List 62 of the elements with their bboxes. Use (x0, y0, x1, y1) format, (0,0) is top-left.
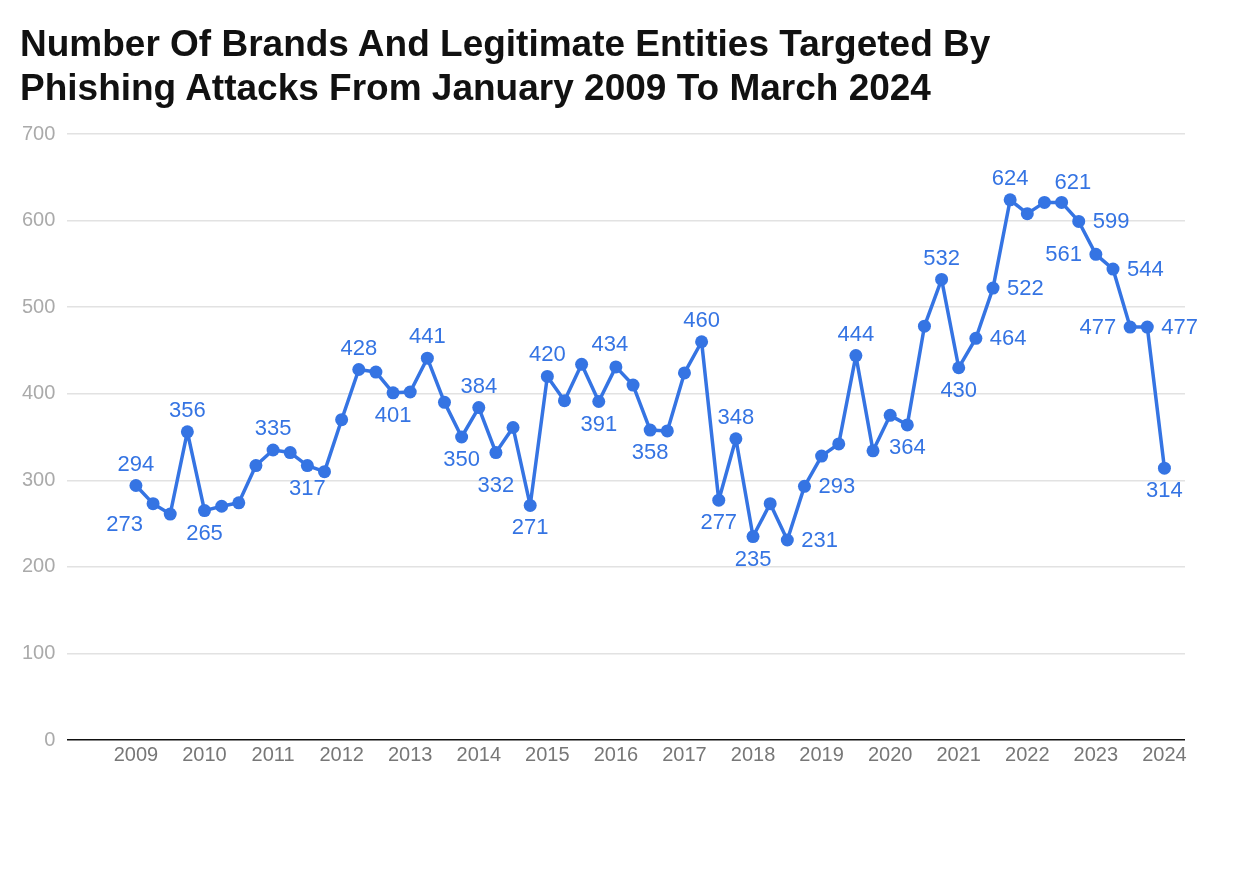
data-label: 391 (580, 410, 618, 436)
data-label: 314 (1146, 477, 1183, 503)
x-tick-label: 2022 (1005, 742, 1050, 765)
data-label: 358 (631, 439, 669, 465)
data-label: 532 (923, 244, 960, 270)
data-label: 317 (289, 474, 326, 500)
data-label: 599 (1092, 208, 1130, 234)
data-label: 477 (1161, 314, 1199, 340)
data-label: 561 (1045, 241, 1082, 267)
data-label: 273 (106, 510, 144, 536)
x-tick-label: 2016 (593, 742, 639, 765)
data-label: 384 (460, 372, 498, 398)
x-tick-label: 2024 (1142, 742, 1187, 765)
data-label: 265 (186, 519, 223, 545)
data-label: 401 (374, 401, 412, 427)
y-tick-label: 400 (21, 381, 56, 404)
data-label: 430 (940, 376, 978, 402)
x-tick-label: 2009 (113, 742, 159, 765)
data-label: 335 (254, 415, 292, 441)
data-label: 460 (683, 306, 720, 332)
data-label: 271 (511, 514, 549, 540)
x-tick-label: 2017 (662, 742, 707, 765)
x-tick-label: 2014 (456, 742, 502, 765)
data-label: 621 (1054, 169, 1092, 195)
data-label: 348 (717, 403, 755, 429)
y-tick-label: 200 (21, 554, 56, 577)
y-tick-label: 600 (21, 208, 56, 231)
chart-title: Number Of Brands And Legitimate Entities Targeted By Phishing Attacks From January 2009 To March 2024 (19, 22, 992, 110)
x-tick-label: 2010 (182, 742, 227, 765)
data-label: 293 (818, 473, 856, 499)
x-tick-label: 2019 (799, 742, 844, 765)
data-label: 231 (801, 527, 839, 553)
y-tick-label: 0 (44, 727, 56, 750)
data-label: 624 (991, 164, 1029, 190)
x-tick-label: 2013 (387, 742, 433, 765)
data-label: 356 (169, 396, 206, 422)
data-label: 544 (1127, 256, 1164, 282)
data-label: 277 (700, 509, 738, 535)
data-label: 464 (989, 325, 1027, 351)
data-label: 294 (117, 450, 155, 476)
y-tick-label: 300 (21, 467, 56, 490)
data-label: 522 (1007, 275, 1044, 301)
data-label: 332 (477, 471, 515, 497)
x-tick-label: 2018 (730, 742, 776, 765)
y-tick-label: 700 (21, 121, 56, 144)
data-label: 444 (837, 320, 875, 346)
data-label: 350 (443, 446, 480, 472)
x-tick-label: 2020 (867, 742, 913, 765)
data-label: 235 (734, 545, 772, 571)
data-label: 477 (1079, 314, 1117, 340)
x-tick-label: 2011 (251, 742, 295, 765)
x-tick-label: 2012 (319, 742, 364, 765)
data-label: 428 (340, 334, 378, 360)
data-label: 364 (888, 433, 926, 459)
data-label: 420 (528, 341, 566, 367)
y-tick-label: 500 (21, 294, 56, 317)
x-tick-label: 2021 (936, 742, 981, 765)
data-label: 441 (408, 323, 446, 349)
x-tick-label: 2015 (525, 742, 570, 765)
data-label: 434 (591, 331, 629, 357)
y-tick-label: 100 (21, 640, 56, 663)
x-tick-label: 2023 (1073, 742, 1119, 765)
